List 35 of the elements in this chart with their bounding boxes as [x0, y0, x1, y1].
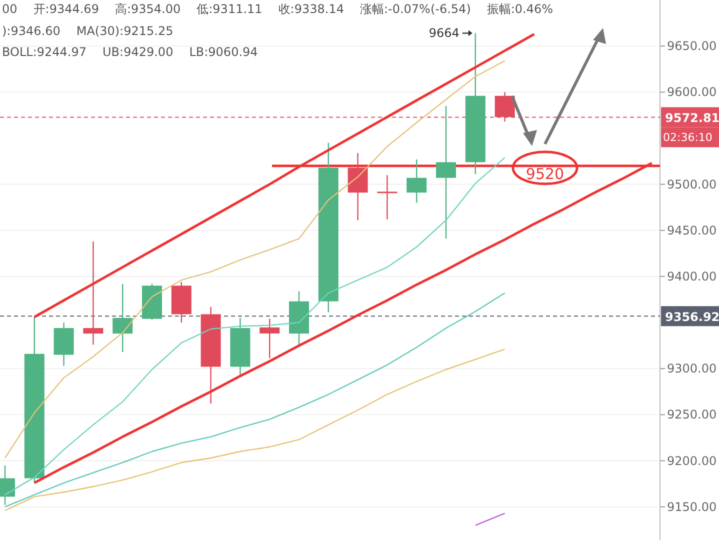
annotation: BOLL:9244.97 — [2, 45, 87, 59]
y-tick-label: 9300.00 — [667, 362, 717, 376]
y-tick-label: 9400.00 — [667, 269, 717, 284]
y-tick-label: 9450.00 — [667, 223, 717, 238]
candlestick — [377, 174, 398, 220]
ref-line-label: 9520 — [526, 164, 564, 183]
annotation: ):9346.60 — [2, 24, 60, 38]
annotation: 收:9338.14 — [278, 2, 344, 16]
ref-line-label: 9356.92 — [665, 310, 719, 324]
annotation: UB:9429.00 — [102, 45, 174, 59]
line-series — [4, 292, 506, 508]
candlestick — [406, 158, 427, 204]
y-tick-label: 9650.00 — [667, 39, 717, 54]
annotation: 9664 — [428, 26, 460, 40]
annotation: MA(30):9215.25 — [76, 24, 174, 38]
y-tick-label: 9500.00 — [667, 177, 717, 192]
ref-line-label: 9572.81 — [665, 111, 719, 126]
text: 02:36:10 — [663, 131, 712, 144]
y-tick-label: 9600.00 — [667, 85, 717, 100]
annotation: 振幅:0.46% — [486, 2, 554, 16]
y-tick-label: 9150.00 — [667, 500, 717, 514]
annotation: 开:9344.69 — [33, 2, 99, 16]
candlestick — [260, 318, 280, 359]
annotation: 涨幅:-0.07%(-6.54) — [360, 2, 471, 16]
line-series — [4, 348, 506, 512]
candlestick — [436, 105, 456, 240]
line-series — [4, 60, 506, 459]
candlestick — [112, 283, 133, 353]
annotation: 高:9354.00 — [114, 2, 181, 16]
annotation: 低:9311.11 — [196, 2, 262, 16]
annotation: 00 — [2, 2, 18, 16]
candlestick — [83, 240, 104, 346]
annotation: LB:9060.94 — [189, 45, 258, 59]
y-tick-label: 9250.00 — [667, 408, 717, 422]
y-tick-label: 9200.00 — [667, 454, 717, 468]
